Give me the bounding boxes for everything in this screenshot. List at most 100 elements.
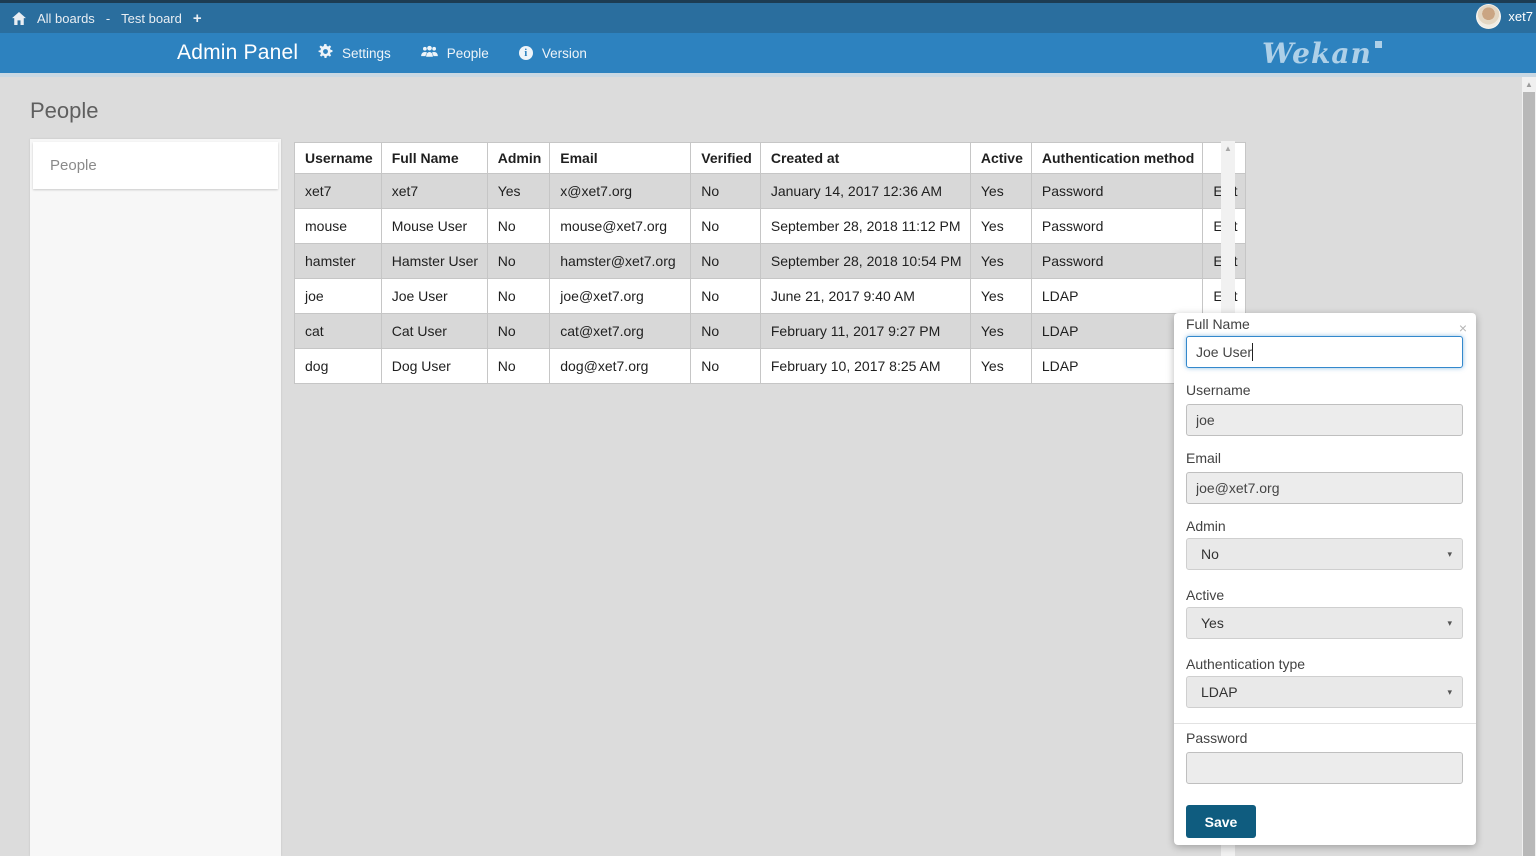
table-cell: Mouse User	[380, 208, 488, 244]
table-cell: xet7	[294, 173, 382, 209]
table-cell: Password	[1030, 208, 1204, 244]
edit-user-panel: × Full Name Username Email Admin No ▾ Ac…	[1174, 313, 1476, 845]
table-cell: Yes	[969, 243, 1032, 279]
table-cell: hamster	[294, 243, 382, 279]
table-cell: No	[690, 173, 761, 209]
member-menu[interactable]: xet7	[1476, 0, 1533, 33]
admin-select[interactable]: No ▾	[1186, 538, 1463, 570]
table-cell: Dog User	[380, 348, 488, 384]
scrollbar-thumb[interactable]	[1523, 92, 1535, 856]
table-cell: Yes	[969, 278, 1032, 314]
chevron-down-icon: ▾	[1447, 548, 1452, 559]
admin-nav: Settings People i Version	[318, 33, 587, 73]
avatar[interactable]	[1476, 4, 1502, 29]
nav-settings[interactable]: Settings	[318, 44, 391, 62]
people-table-body: xet7 xet7 Yes x@xet7.org No January 14, 2017 …	[294, 173, 1247, 384]
table-cell: September 28, 2018 10:54 PM	[759, 243, 971, 279]
sidebar: People	[30, 139, 281, 856]
table-header-cell: Active	[969, 142, 1032, 174]
page-scrollbar[interactable]: ▲	[1522, 77, 1536, 856]
wekan-logo-cube-icon	[1374, 41, 1382, 48]
table-cell: joe	[294, 278, 382, 314]
nav-people[interactable]: People	[420, 45, 489, 61]
email-input	[1186, 472, 1463, 504]
table-cell: Yes	[486, 173, 551, 209]
breadcrumb: All boards - Test board +	[12, 3, 202, 33]
nav-people-label: People	[446, 45, 489, 61]
auth-type-select[interactable]: LDAP ▾	[1186, 676, 1463, 708]
table-header-cell: Created at	[759, 142, 971, 174]
close-icon[interactable]: ×	[1458, 320, 1467, 336]
table-cell: No	[486, 278, 551, 314]
table-cell: joe@xet7.org	[549, 278, 692, 314]
text-caret	[1252, 343, 1253, 361]
table-cell: hamster@xet7.org	[549, 243, 692, 279]
table-cell: dog	[294, 348, 382, 384]
table-cell: No	[486, 243, 551, 279]
window-top-edge	[0, 0, 1536, 3]
table-cell: xet7	[380, 173, 488, 209]
table-row: xet7 xet7 Yes x@xet7.org No January 14, 2017 …	[294, 173, 1247, 209]
table-cell: Password	[1030, 243, 1204, 279]
info-icon: i	[518, 46, 533, 60]
table-cell: No	[486, 208, 551, 244]
home-icon[interactable]	[12, 11, 26, 25]
table-cell: cat	[294, 313, 382, 349]
wekan-logo-text: Wekan	[1262, 37, 1372, 70]
admin-label: Admin	[1186, 518, 1226, 534]
nav-settings-label: Settings	[342, 45, 391, 61]
auth-type-select-value: LDAP	[1201, 684, 1238, 700]
add-board-icon[interactable]: +	[192, 9, 202, 27]
table-cell: x@xet7.org	[549, 173, 692, 209]
full-name-input[interactable]	[1186, 336, 1463, 368]
table-cell: LDAP	[1030, 278, 1204, 314]
table-row: cat Cat User No cat@xet7.org No February 11, …	[294, 313, 1247, 349]
breadcrumb-board[interactable]: Test board	[121, 10, 182, 26]
table-cell: Yes	[969, 313, 1032, 349]
table-cell: No	[690, 313, 761, 349]
admin-header-bar: Admin Panel Settings People i Version We…	[0, 33, 1536, 73]
active-select[interactable]: Yes ▾	[1186, 607, 1463, 639]
table-cell: Password	[1030, 173, 1204, 209]
nav-version[interactable]: i Version	[518, 45, 587, 61]
table-cell: mouse@xet7.org	[549, 208, 692, 244]
nav-version-label: Version	[541, 45, 587, 61]
table-cell: February 11, 2017 9:27 PM	[759, 313, 971, 349]
table-cell: No	[486, 313, 551, 349]
table-cell: Yes	[969, 348, 1032, 384]
table-header-cell: Admin	[486, 142, 551, 174]
password-input[interactable]	[1186, 752, 1463, 784]
sidebar-item-people[interactable]: People	[33, 142, 278, 189]
page-header-title: Admin Panel	[177, 41, 299, 64]
breadcrumb-all-boards[interactable]: All boards	[37, 10, 95, 26]
panel-divider	[1174, 723, 1476, 724]
table-cell: Hamster User	[380, 243, 488, 279]
breadcrumb-separator: -	[105, 10, 111, 26]
scroll-up-icon[interactable]: ▲	[1525, 80, 1533, 89]
top-bar: All boards - Test board + xet7	[0, 0, 1536, 33]
table-cell: Cat User	[380, 313, 488, 349]
table-row: dog Dog User No dog@xet7.org No February 10, …	[294, 348, 1247, 384]
header-bottom-strip	[0, 73, 1536, 77]
gear-icon	[318, 44, 333, 62]
table-cell: Yes	[969, 173, 1032, 209]
chevron-down-icon: ▾	[1447, 686, 1452, 697]
chevron-down-icon: ▾	[1447, 617, 1452, 628]
table-header-cell: Username	[294, 142, 382, 174]
username-label: Username	[1186, 382, 1251, 398]
active-select-value: Yes	[1201, 615, 1224, 631]
table-cell: No	[690, 208, 761, 244]
table-cell: September 28, 2018 11:12 PM	[759, 208, 971, 244]
save-button[interactable]: Save	[1186, 805, 1256, 838]
table-row: mouse Mouse User No mouse@xet7.org No Septemb…	[294, 208, 1247, 244]
people-table: Username Full Name Admin Email Verified Creat…	[294, 142, 1247, 384]
username-label: xet7	[1508, 9, 1533, 24]
table-cell: February 10, 2017 8:25 AM	[759, 348, 971, 384]
table-cell: Joe User	[380, 278, 488, 314]
table-cell: No	[486, 348, 551, 384]
active-label: Active	[1186, 587, 1225, 603]
scroll-up-icon[interactable]: ▲	[1224, 144, 1232, 153]
table-cell: dog@xet7.org	[549, 348, 692, 384]
people-icon	[420, 45, 438, 61]
